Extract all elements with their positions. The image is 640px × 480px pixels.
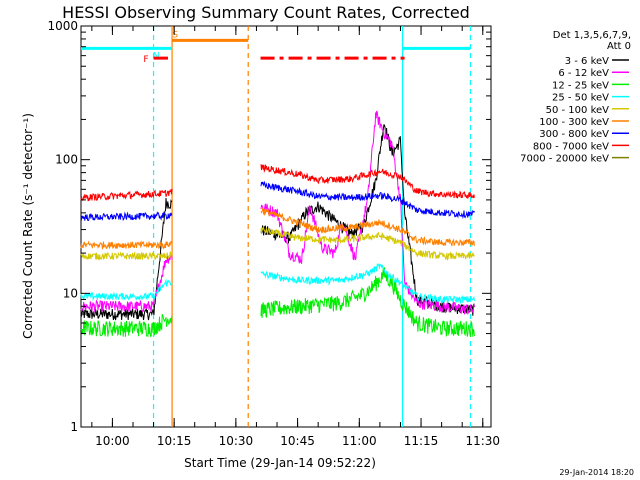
legend-entry-label: 50 - 100 keV [546,105,610,116]
x-tick-label: 11:15 [404,434,439,448]
legend-entry-label: 6 - 12 keV [558,68,609,79]
x-tick-label: 11:00 [342,434,377,448]
legend-header: Att 0 [607,41,631,52]
mode-bar-label: N [153,51,160,61]
series-line [80,124,475,321]
legend-entry-label: 300 - 800 keV [539,129,609,140]
timestamp: 29-Jan-2014 18:20 [559,468,634,477]
x-tick-label: 10:45 [280,434,315,448]
legend-entry-label: 12 - 25 keV [552,80,609,91]
x-tick-label: 10:30 [219,434,254,448]
y-tick-label: 1 [70,420,78,434]
series-line [80,180,475,222]
legend-entry-label: 3 - 6 keV [565,56,609,67]
plot-area [80,25,492,428]
y-axis-label: Corrected Count Rate (s⁻¹ detector⁻¹) [21,113,35,339]
legend-header: Det 1,3,5,6,7,9, [553,30,631,41]
x-tick-label: 10:00 [95,434,130,448]
legend-entry-label: 7000 - 20000 keV [520,154,609,165]
mode-bar-label: S [172,30,178,40]
series-line [80,226,475,261]
series-line [80,207,475,250]
series-line [80,164,475,202]
y-tick-label: 100 [55,153,78,167]
series-line [80,110,475,315]
series-line [80,262,475,305]
legend-entry-label: 25 - 50 keV [552,93,609,104]
mode-bar-label: F [143,55,148,65]
x-axis-label: Start Time (29-Jan-14 09:52:22) [184,456,376,470]
series-line [80,267,475,338]
x-tick-label: 10:15 [157,434,192,448]
y-tick-label: 10 [63,286,78,300]
x-tick-label: 11:30 [465,434,500,448]
chart-title: HESSI Observing Summary Count Rates, Cor… [62,3,470,22]
y-tick-label: 1000 [47,19,78,33]
legend-entry-label: 800 - 7000 keV [533,141,609,152]
legend-entry-label: 100 - 300 keV [539,117,609,128]
